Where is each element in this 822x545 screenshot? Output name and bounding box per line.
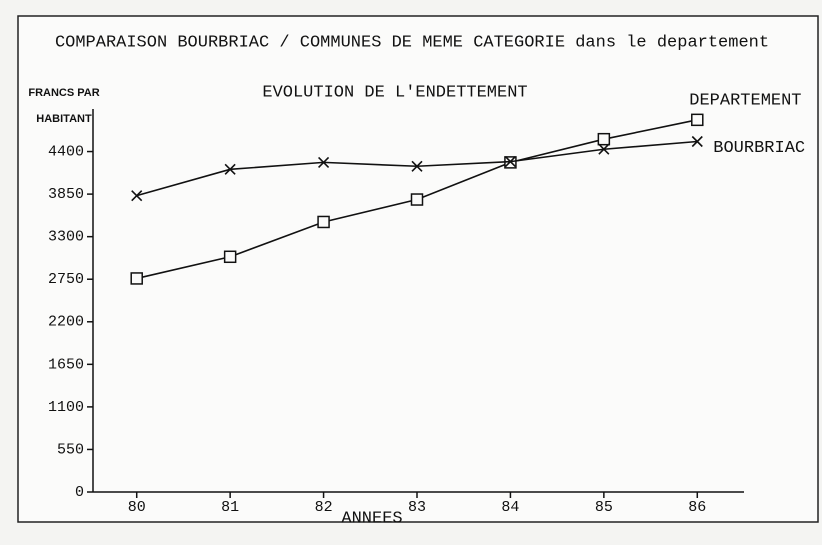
marker xyxy=(411,160,423,172)
chart-title: COMPARAISON BOURBRIAC / COMMUNES DE MEME… xyxy=(55,33,769,52)
marker xyxy=(318,156,330,168)
y-tick-label: 3300 xyxy=(48,229,84,246)
marker xyxy=(597,132,611,146)
marker xyxy=(598,143,610,155)
series-label: DEPARTEMENT xyxy=(689,91,801,110)
marker xyxy=(691,113,704,127)
y-axis-label: FRANCS PAR HABITANT xyxy=(28,87,100,125)
y-tick-label: 550 xyxy=(57,441,84,458)
frame xyxy=(17,15,819,523)
x-tick-label: 80 xyxy=(128,499,146,516)
marker xyxy=(223,250,237,264)
marker xyxy=(504,156,516,168)
x-tick-label: 81 xyxy=(221,499,239,516)
marker xyxy=(410,193,424,206)
marker xyxy=(317,215,330,229)
y-tick-label: 4400 xyxy=(48,144,84,161)
marker xyxy=(131,190,143,202)
series-label: BOURBRIAC xyxy=(713,139,805,158)
marker xyxy=(224,163,236,175)
x-tick-label: 82 xyxy=(315,499,333,516)
y-tick-label: 2750 xyxy=(48,271,84,288)
x-tick-label: 85 xyxy=(595,499,613,516)
marker xyxy=(691,135,703,148)
y-tick-label: 2200 xyxy=(48,314,84,331)
x-tick-label: 86 xyxy=(688,499,706,516)
x-axis-label: ANNEES xyxy=(341,509,402,528)
chart-subtitle: EVOLUTION DE L'ENDETTEMENT xyxy=(262,83,527,102)
x-tick-label: 84 xyxy=(501,499,519,516)
y-tick-label: 1100 xyxy=(48,399,84,416)
y-tick-label: 3850 xyxy=(48,186,84,203)
y-tick-label: 0 xyxy=(75,484,84,501)
marker xyxy=(130,272,143,285)
x-tick-label: 83 xyxy=(408,499,426,516)
y-tick-label: 1650 xyxy=(48,356,84,373)
